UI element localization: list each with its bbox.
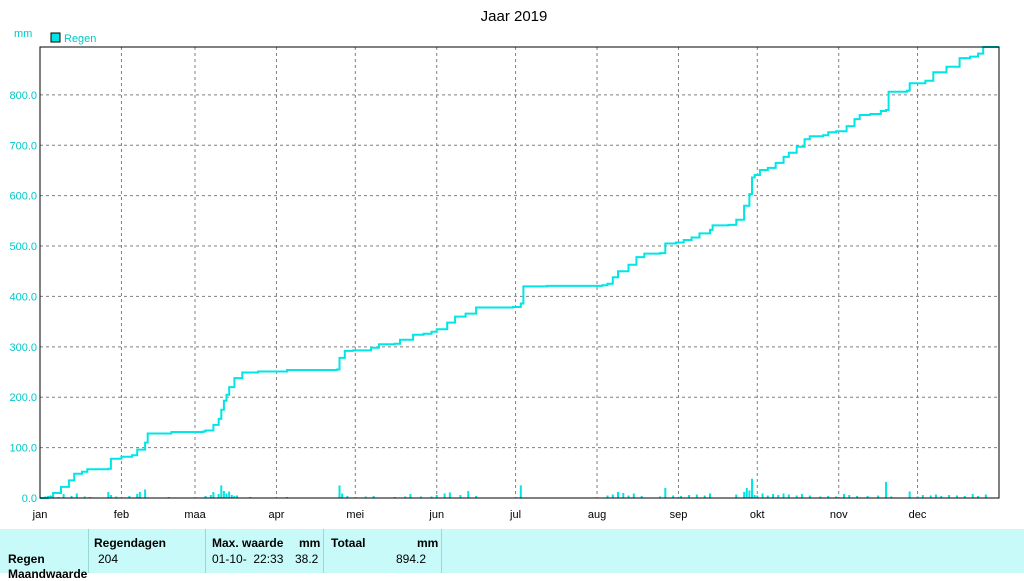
totaal-value: 894.2 — [396, 552, 427, 566]
x-tick-label: jan — [32, 509, 48, 521]
y-tick-label: 100.0 — [9, 443, 37, 455]
x-tick-label: jul — [509, 509, 521, 521]
x-tick-label: sep — [670, 509, 688, 521]
y-tick-label: 400.0 — [9, 291, 37, 303]
stats-divider — [205, 529, 206, 573]
y-tick-label: 600.0 — [9, 191, 37, 203]
stats-panel: Regendagen Max. waarde mm Totaal mm Rege… — [0, 529, 1024, 581]
y-unit-label: mm — [14, 28, 32, 40]
x-tick-label: okt — [750, 509, 765, 521]
y-tick-label: 500.0 — [9, 241, 37, 253]
stats-divider — [441, 529, 442, 573]
x-tick-label: maa — [184, 509, 206, 521]
max-header: Max. waarde — [212, 536, 284, 550]
x-tick-label: jun — [428, 509, 444, 521]
cumulative-rain-line — [40, 46, 999, 499]
y-tick-label: 200.0 — [9, 392, 37, 404]
x-tick-label: aug — [588, 509, 606, 521]
y-tick-label: 0.0 — [22, 493, 37, 505]
totaal-unit: mm — [417, 536, 439, 550]
rain-chart: Jaar 2019 mm Regen 0.0 100.0 200.0 300.0 400… — [9, 8, 1000, 521]
regendagen-header: Regendagen — [94, 536, 167, 550]
x-tick-label: feb — [114, 509, 129, 521]
y-axis-ticks: 0.0 100.0 200.0 300.0 400.0 500.0 600.0 700.0 80… — [9, 90, 37, 505]
x-tick-label: mei — [346, 509, 364, 521]
plot-frame — [39, 46, 1000, 499]
stats-divider — [323, 529, 324, 573]
x-tick-label: apr — [269, 509, 285, 521]
y-tick-label: 300.0 — [9, 342, 37, 354]
grid-lines — [40, 47, 999, 498]
x-tick-label: nov — [830, 509, 848, 521]
stats-divider — [88, 529, 89, 573]
x-tick-label: dec — [909, 509, 927, 521]
legend-swatch — [50, 32, 61, 43]
chart-title: Jaar 2019 — [481, 8, 548, 25]
max-datetime: 01-10- 22:33 — [212, 552, 284, 566]
totaal-header: Totaal — [331, 536, 366, 550]
max-value: 38.2 — [295, 552, 319, 566]
max-unit: mm — [299, 536, 321, 550]
regendagen-value: 204 — [98, 552, 119, 566]
x-axis-ticks: jan feb maa apr mei jun jul aug sep okt nov dec — [32, 509, 927, 521]
row-label-maandwaarde: Maandwaarde — [8, 567, 88, 581]
y-tick-label: 700.0 — [9, 140, 37, 152]
row-label-regen: Regen — [8, 552, 45, 566]
y-tick-label: 800.0 — [9, 90, 37, 102]
legend-label: Regen — [64, 33, 96, 45]
